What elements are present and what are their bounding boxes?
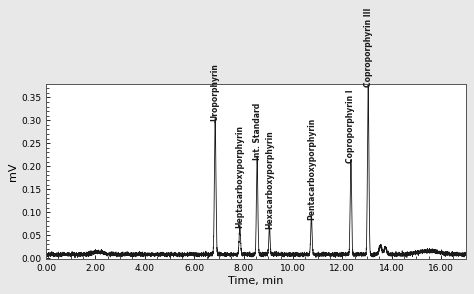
Text: Coproporphyrin I: Coproporphyrin I: [346, 89, 356, 163]
Text: Heptacarboxyporphyrin: Heptacarboxyporphyrin: [235, 125, 244, 228]
Text: Hexacarboxyporphyrin: Hexacarboxyporphyrin: [265, 131, 274, 229]
Text: Uroporphyrin: Uroporphyrin: [210, 63, 219, 121]
X-axis label: Time, min: Time, min: [228, 276, 283, 286]
Text: Coproporphyrin III: Coproporphyrin III: [364, 7, 373, 87]
Text: Pentacarboxyporphyrin: Pentacarboxyporphyrin: [307, 118, 316, 220]
Y-axis label: mV: mV: [9, 162, 18, 181]
Text: Int. Standard: Int. Standard: [253, 103, 262, 160]
